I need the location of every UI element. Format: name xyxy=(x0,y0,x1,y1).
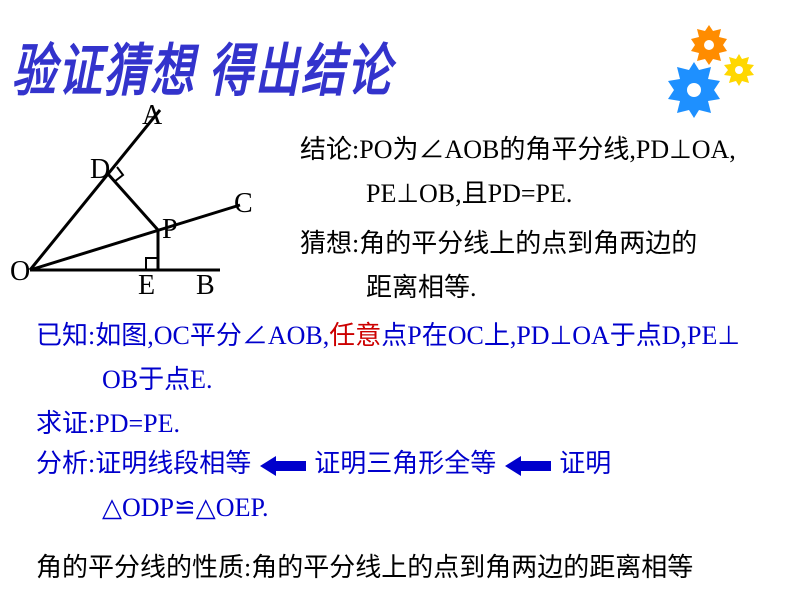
given-p1: 如图,OC平分∠AOB, xyxy=(95,321,329,350)
property-block: 角的平分线的性质:角的平分线上的点到角两边的距离相等 xyxy=(36,546,693,590)
label-C: C xyxy=(234,188,253,220)
given-label: 已知: xyxy=(36,321,95,350)
analysis-p1: 证明线段相等 xyxy=(95,449,251,478)
analysis-block: 分析:证明线段相等 证明三角形全等 证明 △ODP≌△OEP. xyxy=(36,442,611,530)
arrow-left-icon xyxy=(260,456,306,476)
property-text: 角的平分线的性质:角的平分线上的点到角两边的距离相等 xyxy=(36,553,693,582)
label-O: O xyxy=(10,256,30,288)
prove-block: 求证:PD=PE. xyxy=(36,402,180,446)
given-block: 已知:如图,OC平分∠AOB,任意点P在OC上,PD⊥OA于点D,PE⊥ OB于… xyxy=(36,314,740,402)
label-B: B xyxy=(196,270,215,302)
label-D: D xyxy=(90,154,110,186)
label-P: P xyxy=(162,214,178,246)
conclusion-l2: PE⊥OB,且PD=PE. xyxy=(366,179,572,208)
page-title: 验证猜想 得出结论 xyxy=(12,24,393,107)
arrow-left-icon xyxy=(505,456,551,476)
analysis-label: 分析: xyxy=(36,449,95,478)
angle-bisector-diagram: A D C P O E B xyxy=(10,100,270,300)
analysis-p3: 证明 xyxy=(559,449,611,478)
conjecture-l2: 距离相等. xyxy=(366,273,477,302)
analysis-l2: △ODP≌△OEP. xyxy=(102,493,269,522)
prove-text: PD=PE. xyxy=(95,409,180,438)
conjecture-l1: 角的平分线上的点到角两边的 xyxy=(359,229,697,258)
conjecture-label: 猜想: xyxy=(300,229,359,258)
given-red: 任意 xyxy=(329,321,381,350)
conclusion-l1: PO为∠AOB的角平分线,PD⊥OA, xyxy=(359,135,736,164)
analysis-p2: 证明三角形全等 xyxy=(314,449,496,478)
conclusion-label: 结论: xyxy=(300,135,359,164)
conjecture-block: 猜想:角的平分线上的点到角两边的 距离相等. xyxy=(300,222,697,310)
gears-decoration xyxy=(634,20,764,135)
prove-label: 求证: xyxy=(36,409,95,438)
given-l2: OB于点E. xyxy=(102,365,213,394)
given-p2: 点P在OC上,PD⊥OA于点D,PE⊥ xyxy=(381,321,740,350)
label-E: E xyxy=(138,270,155,302)
conclusion-block: 结论:PO为∠AOB的角平分线,PD⊥OA, PE⊥OB,且PD=PE. xyxy=(300,128,736,216)
label-A: A xyxy=(142,100,162,132)
